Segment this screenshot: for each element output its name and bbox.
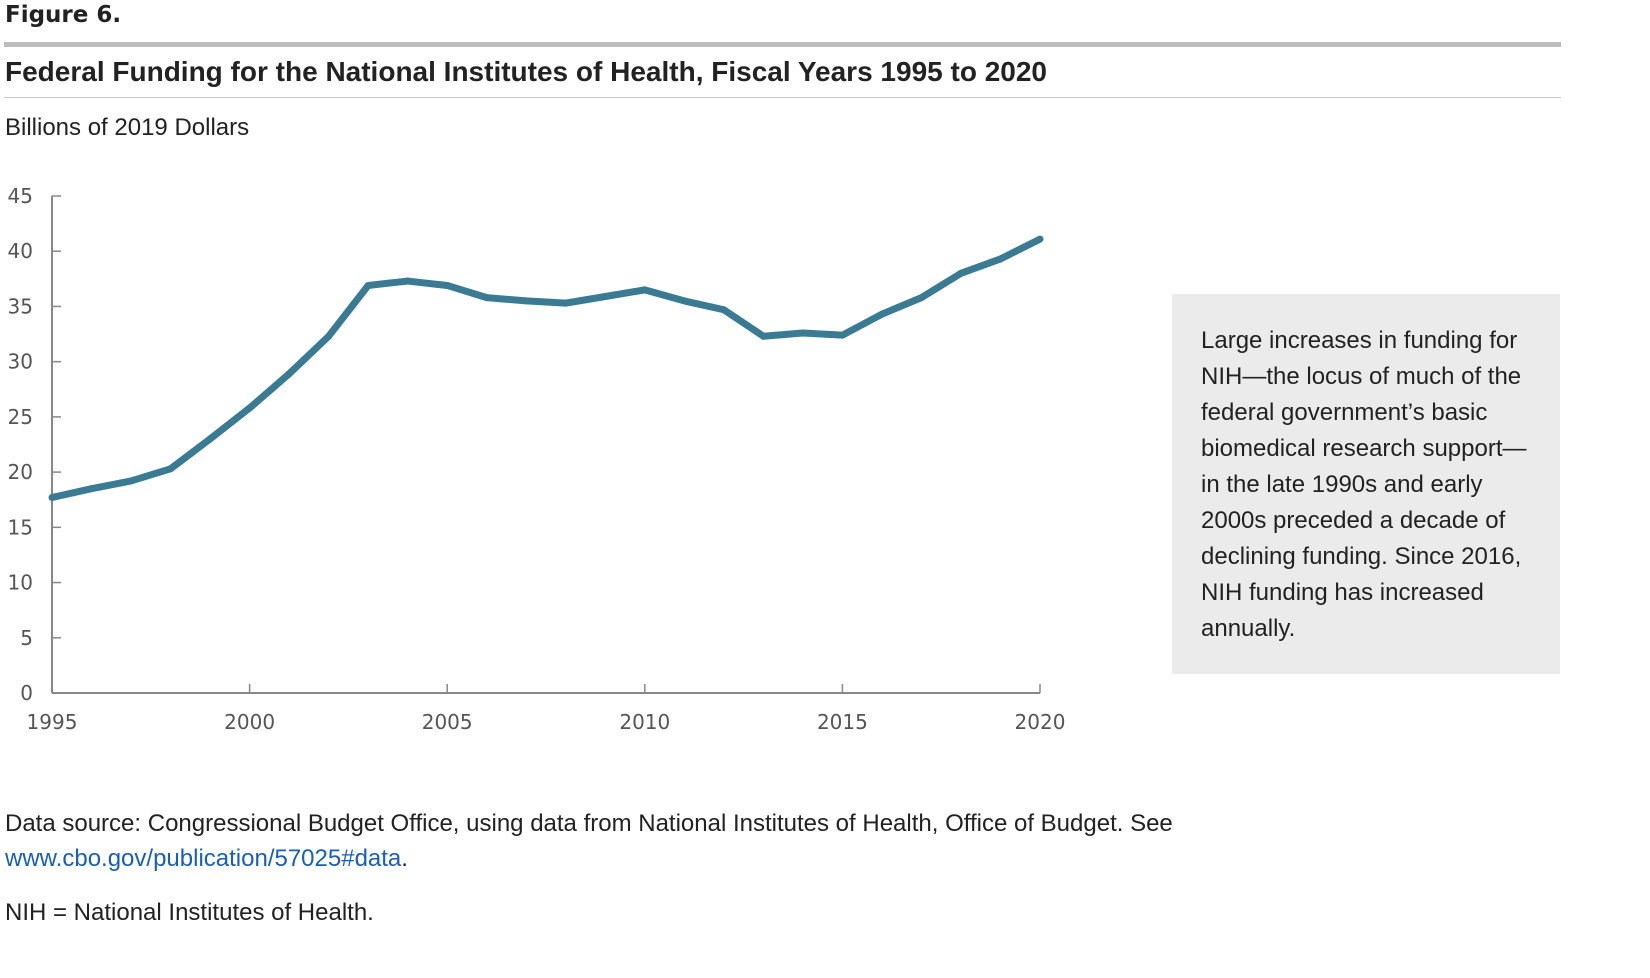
data-point xyxy=(404,277,412,285)
x-tick-label: 2005 xyxy=(422,710,473,734)
series-line-nih-funding xyxy=(51,235,1042,501)
y-tick-label: 40 xyxy=(8,239,33,263)
y-tick-label: 10 xyxy=(8,571,33,595)
source-link[interactable]: www.cbo.gov/publication/57025#data xyxy=(5,845,402,872)
data-point xyxy=(680,297,688,305)
data-points xyxy=(48,235,1044,502)
y-axis-unit-label: Billions of 2019 Dollars xyxy=(5,114,250,141)
data-point xyxy=(957,269,965,277)
line-chart: 0 5 10 15 20 25 30 35 40 45 1995 2000 2005 2010 2015 20… xyxy=(8,184,1066,734)
y-tick-label: 20 xyxy=(8,460,33,484)
data-point xyxy=(325,332,333,340)
y-tick-label: 15 xyxy=(8,515,33,539)
data-point xyxy=(996,255,1004,263)
x-tick-label: 2020 xyxy=(1015,710,1066,734)
y-tick-label: 5 xyxy=(20,626,33,650)
data-point xyxy=(1036,235,1044,243)
source-end: . xyxy=(401,845,408,872)
y-tick-label: 35 xyxy=(8,294,33,318)
data-point xyxy=(364,281,372,289)
annotation-box: Large increases in funding for NIH—the l… xyxy=(1172,294,1560,674)
data-point xyxy=(759,332,767,340)
title-divider xyxy=(4,97,1561,98)
data-point xyxy=(206,435,214,443)
x-tick-label: 1995 xyxy=(27,710,78,734)
data-point xyxy=(443,281,451,289)
figure-label: Figure 6. xyxy=(5,2,122,28)
data-point xyxy=(838,331,846,339)
data-point xyxy=(285,370,293,378)
y-tick-label: 30 xyxy=(8,350,33,374)
data-point xyxy=(483,294,491,302)
data-point xyxy=(562,299,570,307)
data-point xyxy=(878,310,886,318)
data-source: Data source: Congressional Budget Office… xyxy=(5,806,1405,876)
data-point xyxy=(720,306,728,314)
source-text: Data source: Congressional Budget Office… xyxy=(5,810,1173,837)
data-point xyxy=(246,404,254,412)
y-tick-label: 0 xyxy=(20,681,33,705)
top-divider xyxy=(4,42,1561,47)
data-point xyxy=(799,329,807,337)
axes xyxy=(51,196,1040,694)
x-tick-label: 2010 xyxy=(619,710,670,734)
data-point xyxy=(48,494,56,502)
data-point xyxy=(601,293,609,301)
data-point xyxy=(641,286,649,294)
data-point xyxy=(522,297,530,305)
data-point xyxy=(917,294,925,302)
x-tick-label: 2000 xyxy=(224,710,275,734)
data-point xyxy=(167,465,175,473)
y-tick-label: 25 xyxy=(8,405,33,429)
data-point xyxy=(88,485,96,493)
ticks: 0 5 10 15 20 25 30 35 40 45 1995 2000 2005 2010 2015 20… xyxy=(8,184,1066,734)
x-tick-label: 2015 xyxy=(817,710,868,734)
chart-title: Federal Funding for the National Institu… xyxy=(5,56,1047,87)
data-point xyxy=(127,477,135,485)
y-tick-label: 45 xyxy=(8,184,33,208)
abbreviation-note: NIH = National Institutes of Health. xyxy=(5,899,374,926)
